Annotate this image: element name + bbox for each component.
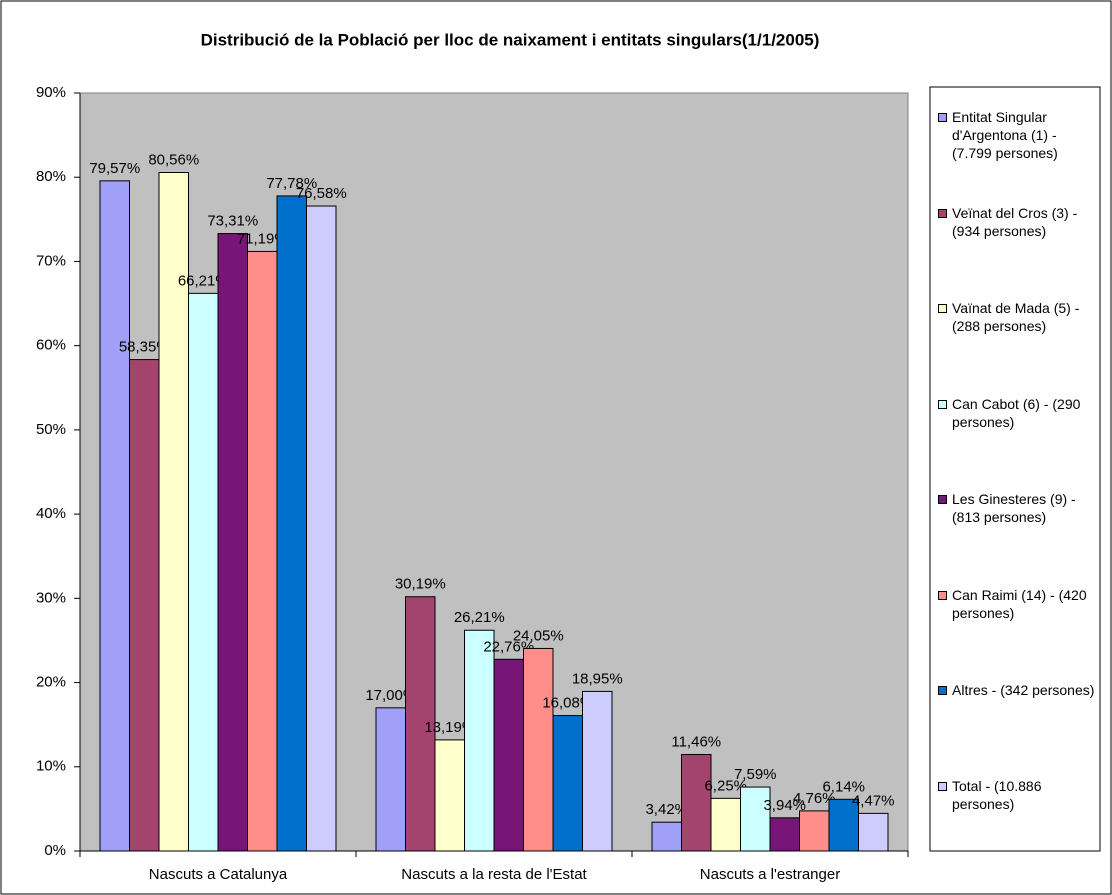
data-label: 58,35% bbox=[119, 339, 170, 356]
legend-label: Can Raimi (14) - (420 persones) bbox=[952, 586, 1087, 621]
bar bbox=[799, 810, 830, 852]
y-tick-label: 50% bbox=[36, 421, 66, 438]
bar bbox=[276, 195, 307, 852]
bar bbox=[188, 292, 219, 852]
data-label: 3,42% bbox=[645, 801, 688, 818]
data-label: 4,76% bbox=[793, 790, 836, 807]
legend-swatch bbox=[938, 113, 947, 122]
bar bbox=[405, 596, 436, 852]
legend-swatch bbox=[938, 304, 947, 313]
data-label: 18,95% bbox=[572, 670, 623, 687]
data-label: 3,94% bbox=[763, 797, 806, 814]
bar bbox=[858, 812, 889, 852]
x-tick-label: Nascuts a la resta de l'Estat bbox=[401, 866, 587, 883]
y-tick-label: 30% bbox=[36, 589, 66, 606]
data-label: 79,57% bbox=[89, 160, 140, 177]
y-tick-label: 40% bbox=[36, 505, 66, 522]
data-label: 76,58% bbox=[296, 185, 347, 202]
legend-swatch bbox=[938, 399, 947, 409]
y-tick-label: 90% bbox=[36, 84, 66, 101]
legend-box bbox=[929, 86, 1101, 852]
bar bbox=[710, 797, 741, 852]
legend-label: Les Ginesteres (9) - (813 persones) bbox=[952, 491, 1076, 525]
bar bbox=[306, 205, 337, 852]
data-label: 24,05% bbox=[513, 627, 564, 644]
bar bbox=[582, 690, 613, 852]
bar bbox=[552, 715, 583, 852]
bar bbox=[769, 817, 800, 852]
bar bbox=[434, 739, 465, 852]
bar bbox=[99, 180, 130, 852]
bar bbox=[523, 647, 554, 852]
bar bbox=[129, 359, 160, 852]
bar bbox=[464, 629, 495, 852]
bar bbox=[247, 250, 278, 852]
data-label: 73,31% bbox=[207, 213, 258, 230]
bar bbox=[651, 821, 682, 852]
data-label: 30,19% bbox=[395, 576, 446, 593]
y-tick-label: 60% bbox=[36, 337, 66, 354]
legend-label: Entitat Singular d'Argentona (1) - (7.79… bbox=[952, 109, 1058, 161]
y-tick-label: 0% bbox=[44, 842, 66, 859]
bar bbox=[217, 233, 248, 852]
data-label: 13,19% bbox=[424, 719, 475, 736]
y-tick-label: 80% bbox=[36, 168, 66, 185]
data-label: 71,19% bbox=[237, 230, 288, 247]
data-label: 4,47% bbox=[852, 792, 895, 809]
data-label: 7,59% bbox=[734, 766, 777, 783]
data-label: 11,46% bbox=[671, 733, 721, 750]
legend-swatch bbox=[938, 495, 947, 504]
data-label: 26,21% bbox=[454, 609, 505, 626]
legend-swatch bbox=[938, 781, 947, 791]
legend-swatch bbox=[938, 686, 947, 695]
data-label: 6,25% bbox=[704, 777, 747, 794]
x-tick-label: Nascuts a l'estranger bbox=[700, 866, 840, 883]
bar bbox=[493, 658, 524, 852]
data-label: 16,08% bbox=[542, 695, 593, 712]
legend-label: Can Cabot (6) - (290 persones) bbox=[952, 395, 1081, 430]
legend-label: Altres - (342 persones) bbox=[952, 682, 1095, 698]
data-label: 80,56% bbox=[148, 151, 199, 168]
legend-swatch bbox=[938, 590, 947, 600]
data-label: 77,78% bbox=[266, 175, 317, 192]
data-label: 17,00% bbox=[365, 687, 416, 704]
data-label: 6,14% bbox=[822, 778, 865, 795]
legend-label: Vaïnat de Mada (5) - (288 persones) bbox=[952, 300, 1080, 334]
x-tick-label: Nascuts a Catalunya bbox=[149, 866, 288, 883]
chart-title: Distribució de la Població per lloc de n… bbox=[201, 30, 820, 49]
legend-swatch bbox=[938, 208, 947, 218]
bar bbox=[375, 707, 406, 852]
data-label: 22,76% bbox=[483, 638, 534, 655]
data-label: 66,21% bbox=[178, 272, 229, 289]
y-tick-label: 70% bbox=[36, 252, 66, 269]
bar bbox=[158, 172, 189, 852]
bar bbox=[681, 753, 712, 852]
legend-label: Total - (10.886 persones) bbox=[952, 777, 1042, 812]
y-tick-label: 10% bbox=[36, 758, 66, 775]
y-tick-label: 20% bbox=[36, 674, 66, 691]
legend-label: Veïnat del Cros (3) - (934 persones) bbox=[952, 204, 1078, 239]
